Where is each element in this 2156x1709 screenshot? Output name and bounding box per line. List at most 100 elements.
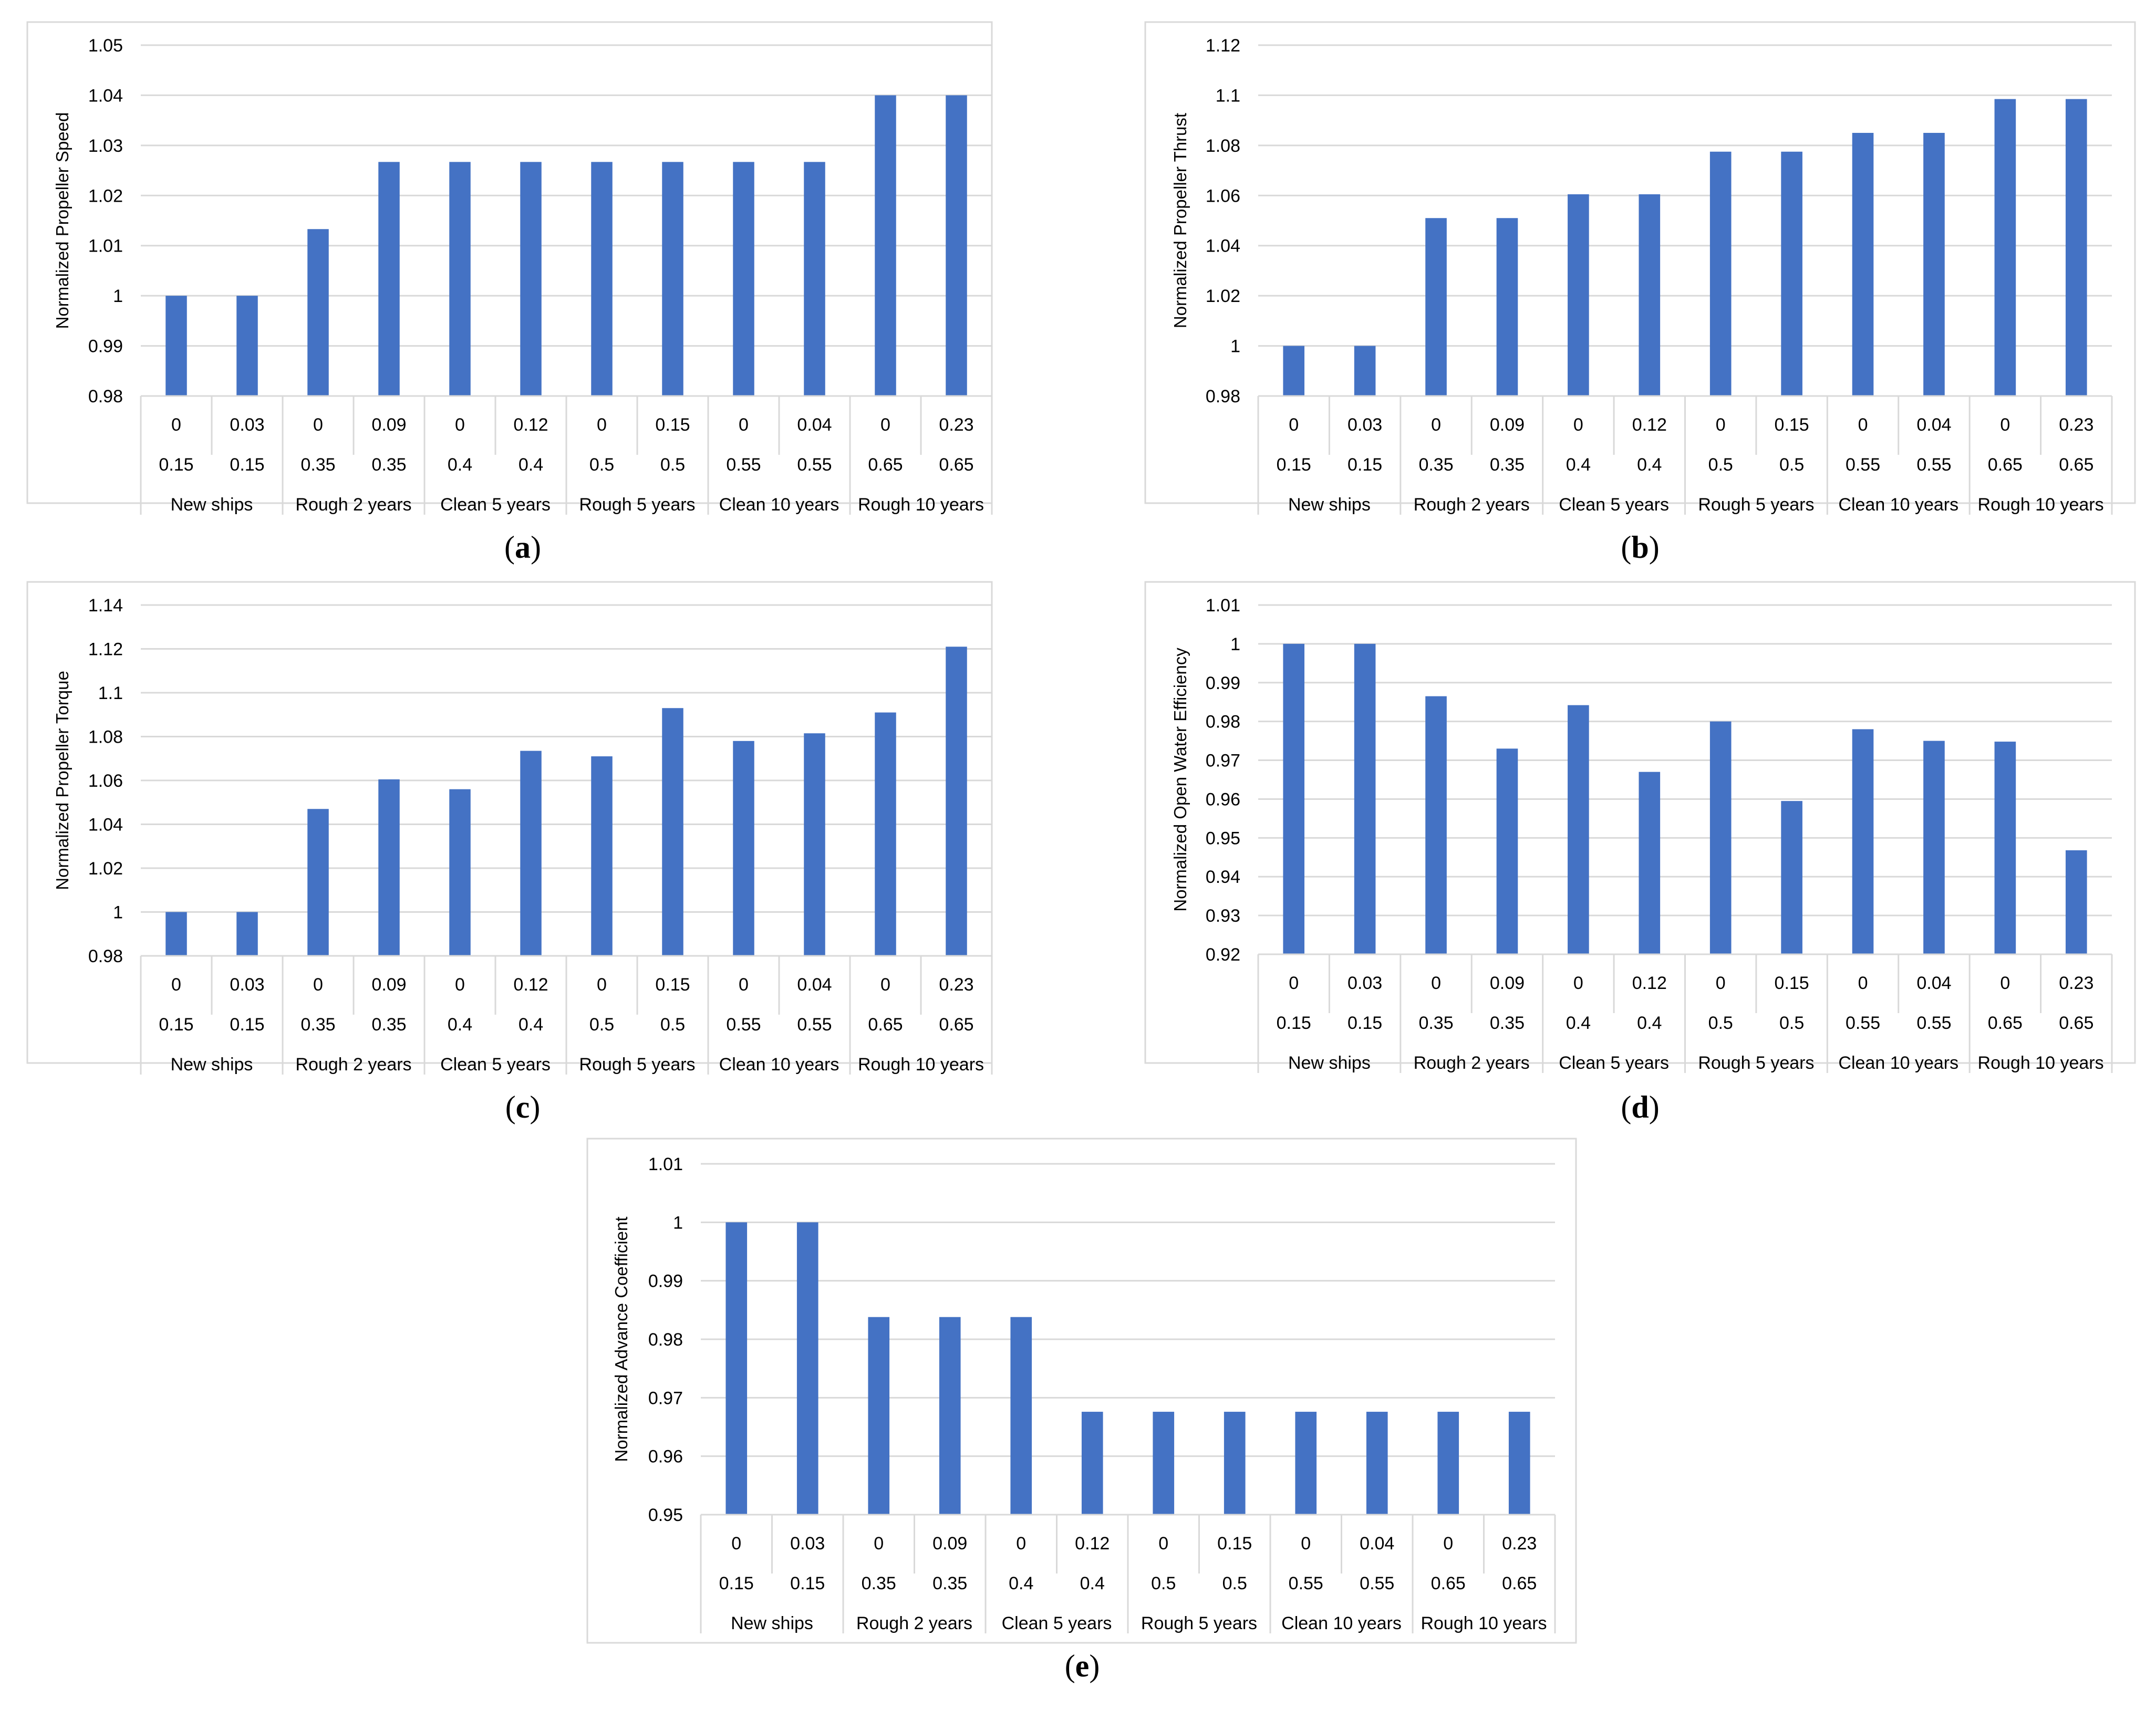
bar	[591, 756, 613, 956]
y-tick-label: 1.12	[88, 640, 123, 660]
group-label: Rough 2 years	[1414, 1053, 1530, 1073]
x-tick-label-row1: 0	[880, 975, 890, 995]
group-label: Clean 10 years	[1838, 1053, 1958, 1073]
y-tick-label: 0.95	[648, 1505, 683, 1525]
group-label: Clean 10 years	[719, 1055, 839, 1075]
x-tick-label-row2: 0.55	[1916, 1013, 1951, 1033]
x-tick-label-row2: 0.65	[1431, 1573, 1466, 1593]
x-tick-label-row1: 0	[313, 415, 323, 435]
bar	[449, 789, 471, 956]
group-label: Clean 5 years	[440, 1055, 551, 1075]
panel-label: (b)	[1621, 530, 1659, 565]
x-tick-label-row1: 0.09	[1490, 973, 1525, 993]
bar	[1354, 346, 1376, 396]
x-tick-label-row1: 0	[1716, 973, 1726, 993]
bar	[1425, 696, 1447, 954]
x-tick-label-row2: 0.35	[300, 455, 335, 475]
x-tick-label-row1: 0.03	[230, 415, 264, 435]
group-label: Rough 5 years	[1698, 495, 1814, 515]
bar	[378, 162, 400, 396]
bar	[1496, 218, 1518, 396]
x-tick-label-row2: 0.55	[1289, 1573, 1323, 1593]
bar	[868, 1317, 890, 1515]
x-tick-label-row1: 0	[455, 415, 465, 435]
x-tick-label-row1: 0	[1573, 973, 1583, 993]
x-tick-label-row2: 0.35	[1490, 1013, 1525, 1033]
y-tick-label: 1.14	[88, 596, 123, 616]
bar	[1709, 721, 1732, 954]
x-tick-label-row1: 0	[2000, 973, 2010, 993]
x-tick-label-row1: 0.04	[1360, 1534, 1394, 1554]
x-tick-label-row1: 0.03	[790, 1534, 825, 1554]
panel-label: (c)	[505, 1090, 541, 1124]
x-tick-label-row1: 0.09	[371, 415, 406, 435]
x-tick-label-row2: 0.35	[371, 1015, 406, 1035]
y-tick-label: 1.04	[88, 86, 123, 106]
group-label: Rough 2 years	[295, 1055, 411, 1075]
x-tick-label-row1: 0.03	[1348, 973, 1382, 993]
y-tick-label: 0.99	[1206, 673, 1240, 693]
x-tick-label-row1: 0.04	[1916, 415, 1951, 435]
bar	[1366, 1412, 1388, 1515]
bar	[725, 1222, 748, 1515]
x-tick-label-row1: 0	[1431, 973, 1441, 993]
group-label: New ships	[171, 1055, 253, 1075]
x-tick-label-row2: 0.55	[1846, 1013, 1880, 1033]
chart-frame	[26, 21, 993, 504]
x-tick-label-row1: 0	[880, 415, 890, 435]
bar	[1568, 194, 1589, 396]
y-tick-label: 1.01	[648, 1154, 683, 1174]
y-tick-label: 1	[673, 1213, 683, 1233]
y-tick-label: 1	[1230, 337, 1240, 357]
bar	[875, 95, 896, 396]
x-tick-label-row1: 0	[597, 975, 607, 995]
bar	[1295, 1412, 1317, 1515]
y-axis-label: Normalized Propeller Thrust	[1170, 113, 1190, 328]
y-tick-label: 0.98	[88, 946, 123, 966]
panel-label: (a)	[504, 530, 541, 565]
bar	[804, 162, 825, 396]
x-tick-label-row1: 0.15	[655, 415, 690, 435]
group-label: Clean 5 years	[1559, 1053, 1669, 1073]
bar	[1709, 151, 1732, 396]
x-tick-label-row2: 0.35	[1490, 455, 1525, 475]
bar	[733, 162, 754, 396]
x-tick-label-row2: 0.15	[159, 455, 193, 475]
bar	[1994, 742, 2016, 954]
y-axis-label: Normalized Propeller Torque	[53, 671, 72, 890]
x-tick-label-row2: 0.5	[1779, 1013, 1804, 1033]
x-tick-label-row1: 0.03	[230, 975, 264, 995]
y-tick-label: 1.02	[88, 186, 123, 206]
x-tick-label-row1: 0	[455, 975, 465, 995]
bar	[1283, 346, 1305, 396]
group-label: Rough 5 years	[1698, 1053, 1814, 1073]
x-tick-label-row2: 0.15	[1348, 455, 1382, 475]
y-tick-label: 1.08	[1206, 136, 1240, 156]
y-axis-label: Normalized Advance Coefficient	[611, 1216, 631, 1462]
x-tick-label-row1: 0.12	[513, 415, 548, 435]
group-label: Rough 2 years	[1414, 495, 1530, 515]
bar	[1354, 643, 1376, 954]
x-tick-label-row1: 0	[1301, 1534, 1311, 1554]
y-axis-label: Normalized Open Water Efficiency	[1170, 648, 1190, 912]
y-tick-label: 0.97	[648, 1388, 683, 1408]
y-tick-label: 1	[113, 286, 123, 306]
bar	[2065, 850, 2087, 954]
x-tick-label-row1: 0	[313, 975, 323, 995]
y-tick-label: 1.1	[98, 683, 123, 703]
x-tick-label-row1: 0	[1289, 973, 1299, 993]
y-tick-label: 0.98	[1206, 712, 1240, 732]
y-axis-label: Normalized Propeller Speed	[53, 112, 72, 329]
x-tick-label-row2: 0.4	[1637, 455, 1662, 475]
x-tick-label-row2: 0.65	[1988, 455, 2023, 475]
y-tick-label: 1.03	[88, 136, 123, 156]
x-tick-label-row1: 0.09	[371, 975, 406, 995]
y-tick-label: 0.98	[648, 1330, 683, 1350]
bar	[378, 779, 400, 956]
y-tick-label: 1	[113, 903, 123, 923]
x-tick-label-row2: 0.55	[797, 1015, 832, 1035]
x-tick-label-row2: 0.4	[519, 1015, 543, 1035]
x-tick-label-row2: 0.5	[1222, 1573, 1247, 1593]
x-tick-label-row2: 0.5	[660, 1015, 685, 1035]
x-tick-label-row1: 0	[1573, 415, 1583, 435]
